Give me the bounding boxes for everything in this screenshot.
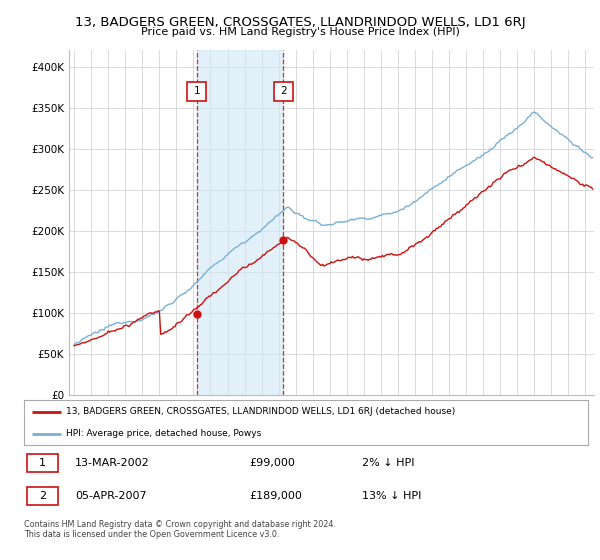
FancyBboxPatch shape: [27, 487, 58, 505]
Text: 05-APR-2007: 05-APR-2007: [75, 491, 146, 501]
Text: 13, BADGERS GREEN, CROSSGATES, LLANDRINDOD WELLS, LD1 6RJ: 13, BADGERS GREEN, CROSSGATES, LLANDRIND…: [74, 16, 526, 29]
Text: 1: 1: [39, 459, 46, 469]
FancyBboxPatch shape: [27, 455, 58, 473]
Text: 13% ↓ HPI: 13% ↓ HPI: [362, 491, 422, 501]
Text: 2: 2: [280, 86, 287, 96]
Text: 13-MAR-2002: 13-MAR-2002: [75, 459, 149, 469]
FancyBboxPatch shape: [187, 82, 206, 101]
Text: 13, BADGERS GREEN, CROSSGATES, LLANDRINDOD WELLS, LD1 6RJ (detached house): 13, BADGERS GREEN, CROSSGATES, LLANDRIND…: [66, 407, 455, 416]
Text: £99,000: £99,000: [250, 459, 295, 469]
Text: Contains HM Land Registry data © Crown copyright and database right 2024.
This d: Contains HM Land Registry data © Crown c…: [24, 520, 336, 539]
Text: 2: 2: [39, 491, 46, 501]
Text: Price paid vs. HM Land Registry's House Price Index (HPI): Price paid vs. HM Land Registry's House …: [140, 27, 460, 37]
FancyBboxPatch shape: [274, 82, 293, 101]
Text: HPI: Average price, detached house, Powys: HPI: Average price, detached house, Powy…: [66, 430, 262, 438]
Text: 1: 1: [193, 86, 200, 96]
Text: 2% ↓ HPI: 2% ↓ HPI: [362, 459, 415, 469]
Text: £189,000: £189,000: [250, 491, 302, 501]
Bar: [197, 50, 283, 395]
